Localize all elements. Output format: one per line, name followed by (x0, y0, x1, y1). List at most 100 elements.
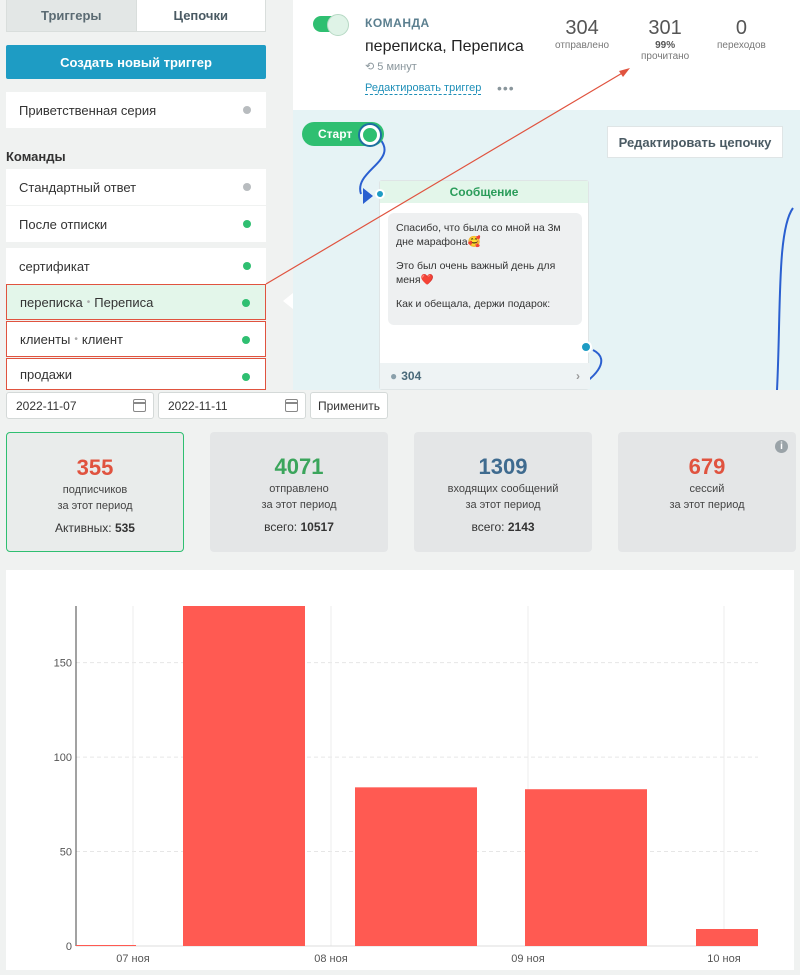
command-label: клиенты (20, 331, 71, 347)
chart-bar (355, 787, 477, 946)
status-dot (242, 336, 250, 344)
edit-trigger-link[interactable]: Редактировать триггер (365, 82, 482, 95)
date-to-value: 2022-11-11 (168, 398, 228, 413)
sidebar-item-welcome-series[interactable]: Приветственная серия (6, 92, 266, 128)
command-label: продажи (20, 366, 72, 382)
apply-button[interactable]: Применить (310, 392, 388, 419)
trigger-header: КОМАНДА переписка, Переписа ⟲ 5 минут Ре… (293, 0, 800, 110)
tab-chains[interactable]: Цепочки (135, 0, 265, 31)
stat-read: 301 99% прочитано (641, 17, 689, 62)
stat-clicks-label: переходов (717, 40, 766, 51)
x-tick-label: 09 ноя (511, 953, 544, 965)
y-tick-label: 100 (54, 752, 72, 764)
create-trigger-button[interactable]: Создать новый триггер (6, 45, 266, 79)
message-line: Как и обещала, держи подарок: (396, 298, 551, 310)
sidebar-item-label: Приветственная серия (19, 102, 157, 118)
command-alias: клиент (81, 331, 123, 347)
chart-bar (696, 929, 758, 946)
user-icon: ● (390, 369, 398, 383)
y-tick-label: 150 (54, 658, 72, 670)
stat-sent: 304 отправлено (555, 17, 609, 51)
activity-chart: 0 50 100 150 07 ноя 08 ноя 09 ноя 10 ноя (6, 570, 794, 970)
y-tick-label: 0 (66, 941, 72, 953)
command-item[interactable]: Стандартный ответ (6, 169, 266, 205)
stat-card-label: отправлено (269, 483, 329, 495)
calendar-icon[interactable] (133, 399, 146, 412)
triggers-panel: Триггеры Цепочки Создать новый триггер П… (0, 0, 272, 390)
stat-card-sent[interactable]: 4071 отправлено за этот период всего: 10… (210, 432, 388, 552)
command-label: переписка (20, 294, 83, 310)
message-bubble: Спасибо, что была со мной на 3м дне мара… (388, 213, 582, 325)
command-alias: Переписа (94, 294, 154, 310)
stat-sent-value: 304 (565, 17, 599, 39)
stat-card-incoming[interactable]: 1309 входящих сообщений за этот период в… (414, 432, 592, 552)
stat-card-value: 355 (76, 455, 114, 480)
command-item[interactable]: После отписки (6, 206, 266, 242)
stat-card-total: Активных: 535 (7, 521, 183, 535)
stat-clicks: 0 переходов (717, 17, 766, 51)
date-from-value: 2022-11-07 (16, 398, 77, 413)
date-filter-bar: 2022-11-07 2022-11-11 Применить (0, 390, 800, 430)
status-dot (243, 183, 251, 191)
stat-card-period: за этот период (261, 499, 337, 511)
stat-card-total: всего: 10517 (210, 520, 388, 534)
history-icon: ⟲ (365, 61, 375, 73)
info-icon[interactable]: i (775, 440, 788, 453)
command-item[interactable]: продажи (6, 358, 266, 390)
command-item[interactable]: сертификат (6, 248, 266, 284)
status-dot (243, 106, 251, 114)
stat-card-total-label: всего: (264, 520, 298, 534)
trigger-time: ⟲ 5 минут (365, 60, 417, 73)
edit-chain-button[interactable]: Редактировать цепочку (607, 126, 783, 158)
stat-card-total-value: 2143 (507, 520, 535, 534)
chain-canvas[interactable]: Старт Редактировать цепочку Сообщение Сп… (293, 110, 800, 390)
input-port[interactable] (375, 189, 385, 199)
separator-dot: • (86, 296, 91, 308)
separator-dot: • (74, 333, 78, 345)
calendar-icon[interactable] (285, 399, 298, 412)
stat-card-total-label: всего: (471, 520, 505, 534)
stat-card-subscribers[interactable]: 355 подписчиков за этот период Активных:… (6, 432, 184, 552)
status-dot (243, 262, 251, 270)
chevron-right-icon[interactable]: › (576, 369, 580, 383)
stat-card-period: за этот период (465, 499, 541, 511)
output-port[interactable] (580, 341, 592, 353)
trigger-detail-panel: КОМАНДА переписка, Переписа ⟲ 5 минут Ре… (293, 0, 800, 390)
trigger-type-label: КОМАНДА (365, 16, 430, 30)
message-line: Это был очень важный день для меня❤️ (396, 260, 556, 286)
y-tick-label: 50 (60, 847, 72, 859)
stat-card-label: входящих сообщений (447, 483, 559, 495)
status-dot (243, 220, 251, 228)
date-from-input[interactable]: 2022-11-07 (6, 392, 154, 419)
start-label: Старт (318, 127, 353, 141)
x-tick-label: 10 ноя (707, 953, 740, 965)
trigger-toggle[interactable] (313, 14, 349, 36)
start-node[interactable]: Старт (302, 122, 384, 146)
chart-bar (525, 789, 647, 946)
x-tick-label: 07 ноя (116, 953, 149, 965)
tab-triggers[interactable]: Триггеры (7, 0, 136, 31)
stat-card-total-value: 10517 (300, 520, 334, 534)
date-to-input[interactable]: 2022-11-11 (158, 392, 306, 419)
message-line: Спасибо, что была со мной на 3м дне мара… (396, 222, 561, 248)
status-dot (242, 373, 250, 381)
stat-card-value: 1309 (478, 454, 528, 479)
x-tick-label: 08 ноя (314, 953, 347, 965)
command-label: Стандартный ответ (19, 179, 137, 195)
stat-card-period: за этот период (669, 499, 745, 511)
section-title-commands: Команды (6, 149, 66, 164)
trigger-title: переписка, Переписа (365, 38, 524, 55)
message-node-footer: ● 304 › (380, 363, 590, 389)
more-options-icon[interactable]: ••• (497, 80, 515, 96)
status-dot (242, 299, 250, 307)
command-label: После отписки (19, 216, 108, 232)
command-item-selected[interactable]: переписка • Переписа (6, 284, 266, 320)
message-node[interactable]: Сообщение Спасибо, что была со мной на 3… (379, 180, 590, 390)
stat-card-total-value: 535 (114, 521, 135, 535)
stat-card-sessions[interactable]: i 679 сессий за этот период (618, 432, 796, 552)
chart-bar (183, 606, 305, 946)
command-item[interactable]: клиенты • клиент (6, 321, 266, 357)
stat-read-percent: 99% (655, 40, 676, 51)
command-label: сертификат (19, 258, 90, 274)
stat-card-label: сессий (689, 483, 725, 495)
